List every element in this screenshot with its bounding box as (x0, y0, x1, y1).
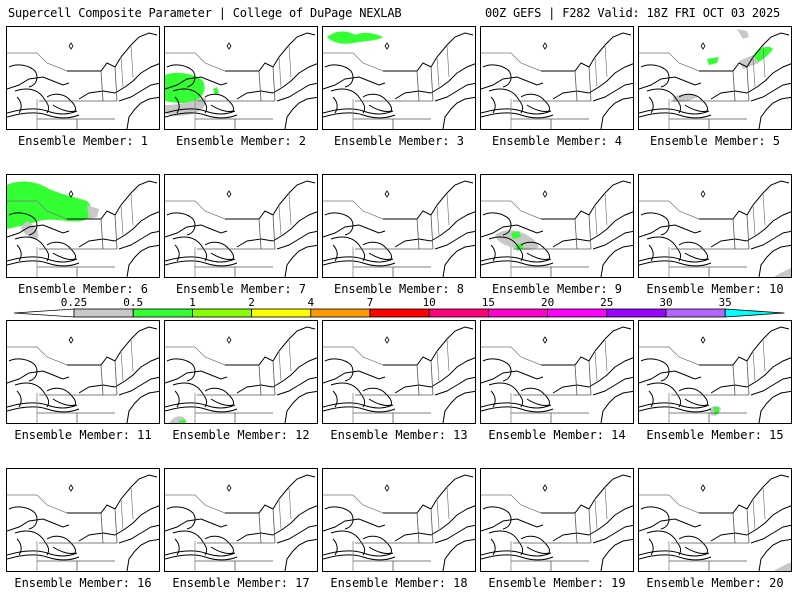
ensemble-member-map (638, 468, 792, 572)
legend-swatch (310, 308, 371, 318)
northeast-us-map (481, 474, 633, 571)
ensemble-member-label: Ensemble Member: 9 (491, 282, 623, 296)
legend-swatch (73, 308, 134, 318)
ensemble-member-label: Ensemble Member: 5 (649, 134, 781, 148)
legend-high-arrow (724, 308, 785, 318)
ensemble-member-map (6, 174, 160, 278)
ensemble-member-label: Ensemble Member: 16 (14, 576, 152, 590)
legend-tick-label: 25 (600, 296, 613, 309)
northeast-us-map (639, 180, 791, 277)
ensemble-member-map (164, 26, 318, 130)
ensemble-member-map (480, 320, 634, 424)
legend-tick-label: 1 (189, 296, 196, 309)
ensemble-member-map (322, 174, 476, 278)
color-scale-legend: 0.25 0.5 1 2 4 7 10 15 20 25 30 35 (13, 296, 785, 318)
legend-tick-label: 0.25 (61, 296, 88, 309)
ensemble-member-map (638, 174, 792, 278)
ensemble-member-label: Ensemble Member: 3 (333, 134, 465, 148)
legend-swatch (547, 308, 608, 318)
legend-tick-label: 20 (541, 296, 554, 309)
ensemble-member-map (164, 468, 318, 572)
ensemble-member-map (322, 320, 476, 424)
legend-swatch (428, 308, 489, 318)
legend-swatch (487, 308, 548, 318)
northeast-us-map (639, 326, 791, 423)
ensemble-member-label: Ensemble Member: 1 (17, 134, 149, 148)
northeast-us-map (323, 326, 475, 423)
legend-tick-label: 10 (423, 296, 436, 309)
ensemble-member-label: Ensemble Member: 2 (175, 134, 307, 148)
legend-tick-label: 15 (482, 296, 495, 309)
northeast-us-map (7, 326, 159, 423)
legend-swatch (606, 308, 667, 318)
northeast-us-map (639, 474, 791, 571)
legend-tick-label: 35 (719, 296, 732, 309)
legend-tick-label: 4 (307, 296, 314, 309)
northeast-us-map (323, 31, 475, 129)
northeast-us-map (7, 474, 159, 571)
legend-swatch (191, 308, 252, 318)
ensemble-member-label: Ensemble Member: 14 (488, 428, 626, 442)
ensemble-member-label: Ensemble Member: 10 (646, 282, 784, 296)
northeast-us-map (7, 32, 159, 129)
ensemble-member-map (322, 26, 476, 130)
ensemble-member-label: Ensemble Member: 17 (172, 576, 310, 590)
legend-tick-label: 30 (659, 296, 672, 309)
legend-tick-label: 2 (248, 296, 255, 309)
ensemble-member-map (480, 468, 634, 572)
ensemble-member-label: Ensemble Member: 15 (646, 428, 784, 442)
ensemble-member-map (6, 320, 160, 424)
ensemble-member-label: Ensemble Member: 20 (646, 576, 784, 590)
northeast-us-map (165, 326, 317, 423)
ensemble-member-label: Ensemble Member: 6 (17, 282, 149, 296)
ensemble-member-label: Ensemble Member: 18 (330, 576, 468, 590)
legend-tick-label: 0.5 (123, 296, 143, 309)
ensemble-member-map (6, 26, 160, 130)
northeast-us-map (165, 474, 317, 571)
ensemble-member-map (322, 468, 476, 572)
legend-swatch (251, 308, 312, 318)
northeast-us-map (639, 29, 791, 129)
ensemble-member-label: Ensemble Member: 7 (175, 282, 307, 296)
chart-title: Supercell Composite Parameter | College … (8, 6, 402, 20)
northeast-us-map (481, 180, 633, 277)
northeast-us-map (481, 32, 633, 129)
ensemble-member-map (480, 26, 634, 130)
valid-time-label: 00Z GEFS | F282 Valid: 18Z FRI OCT 03 20… (484, 6, 780, 20)
ensemble-member-map (638, 320, 792, 424)
northeast-us-map (323, 180, 475, 277)
ensemble-member-label: Ensemble Member: 8 (333, 282, 465, 296)
legend-swatch (665, 308, 726, 318)
ensemble-member-label: Ensemble Member: 13 (330, 428, 468, 442)
ensemble-member-map (164, 320, 318, 424)
legend-tick-label: 7 (367, 296, 374, 309)
ensemble-member-label: Ensemble Member: 4 (491, 134, 623, 148)
ensemble-member-map (638, 26, 792, 130)
ensemble-member-map (6, 468, 160, 572)
ensemble-member-map (164, 174, 318, 278)
ensemble-member-label: Ensemble Member: 11 (14, 428, 152, 442)
ensemble-member-map (480, 174, 634, 278)
ensemble-member-label: Ensemble Member: 12 (172, 428, 310, 442)
northeast-us-map (481, 326, 633, 423)
ensemble-member-label: Ensemble Member: 19 (488, 576, 626, 590)
legend-swatch (132, 308, 193, 318)
northeast-us-map (165, 32, 317, 129)
legend-low-arrow (13, 308, 75, 318)
northeast-us-map (7, 180, 159, 277)
northeast-us-map (165, 180, 317, 277)
northeast-us-map (323, 474, 475, 571)
legend-swatch (369, 308, 430, 318)
